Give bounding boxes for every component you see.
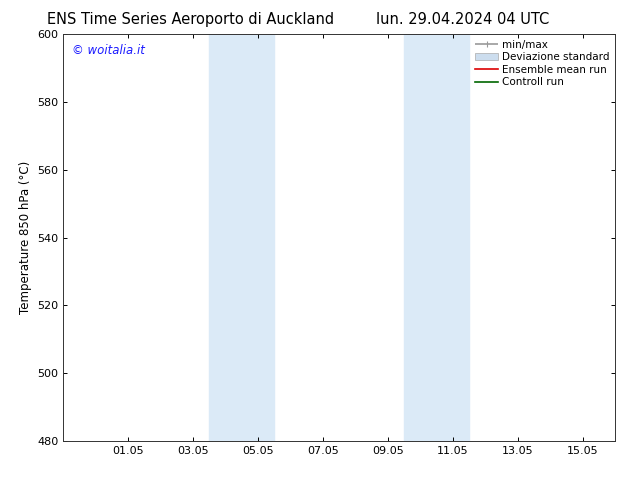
Legend: min/max, Deviazione standard, Ensemble mean run, Controll run: min/max, Deviazione standard, Ensemble m… — [472, 36, 613, 91]
Text: © woitalia.it: © woitalia.it — [72, 45, 145, 57]
Text: ENS Time Series Aeroporto di Auckland: ENS Time Series Aeroporto di Auckland — [47, 12, 333, 27]
Bar — [404, 34, 437, 441]
Bar — [242, 34, 275, 441]
Y-axis label: Temperature 850 hPa (°C): Temperature 850 hPa (°C) — [19, 161, 32, 314]
Bar — [209, 34, 242, 441]
Bar — [437, 34, 469, 441]
Text: lun. 29.04.2024 04 UTC: lun. 29.04.2024 04 UTC — [376, 12, 550, 27]
